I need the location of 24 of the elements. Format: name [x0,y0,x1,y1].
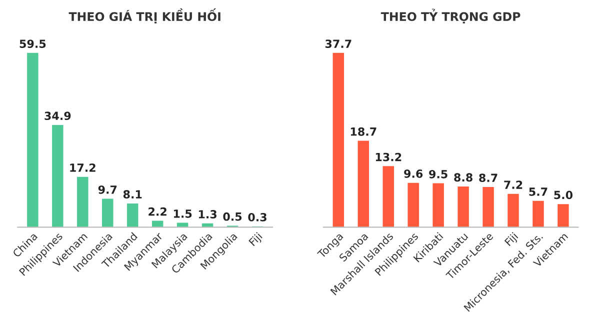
data-label: 1.5 [174,210,192,218]
data-label: 59.5 [20,40,46,48]
data-label: 9.5 [429,170,448,178]
data-label: 2.2 [148,207,166,216]
data-label: 17.2 [70,163,96,172]
data-label: 0.5 [223,212,242,221]
data-label: 9.6 [404,169,423,178]
data-label: 1.3 [198,210,216,218]
x-tick-label: Fiji [504,232,520,248]
data-label: 8.8 [454,173,472,182]
x-tick-label: Fiji [248,232,264,248]
data-label: 37.7 [325,40,352,48]
chart-title: THEO TỶ TRỌNG GDP [380,8,520,24]
data-label: 5.7 [529,188,548,196]
data-label: 7.2 [504,180,522,189]
data-label: 5.0 [554,190,573,200]
data-label: 0.3 [248,212,266,222]
chart-title: THEO GIÁ TRỊ KIỀU HỐI [68,8,220,24]
data-label: 34.9 [44,112,71,120]
data-label: 8.7 [479,174,498,182]
data-label: 9.7 [98,185,117,194]
data-label: 18.7 [350,127,376,136]
data-label: 8.1 [123,190,142,199]
data-label: 13.2 [376,152,402,162]
